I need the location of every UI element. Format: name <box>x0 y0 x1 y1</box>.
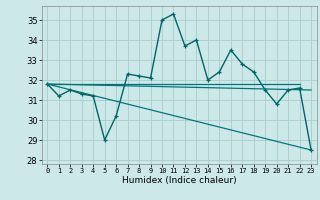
X-axis label: Humidex (Indice chaleur): Humidex (Indice chaleur) <box>122 176 236 185</box>
